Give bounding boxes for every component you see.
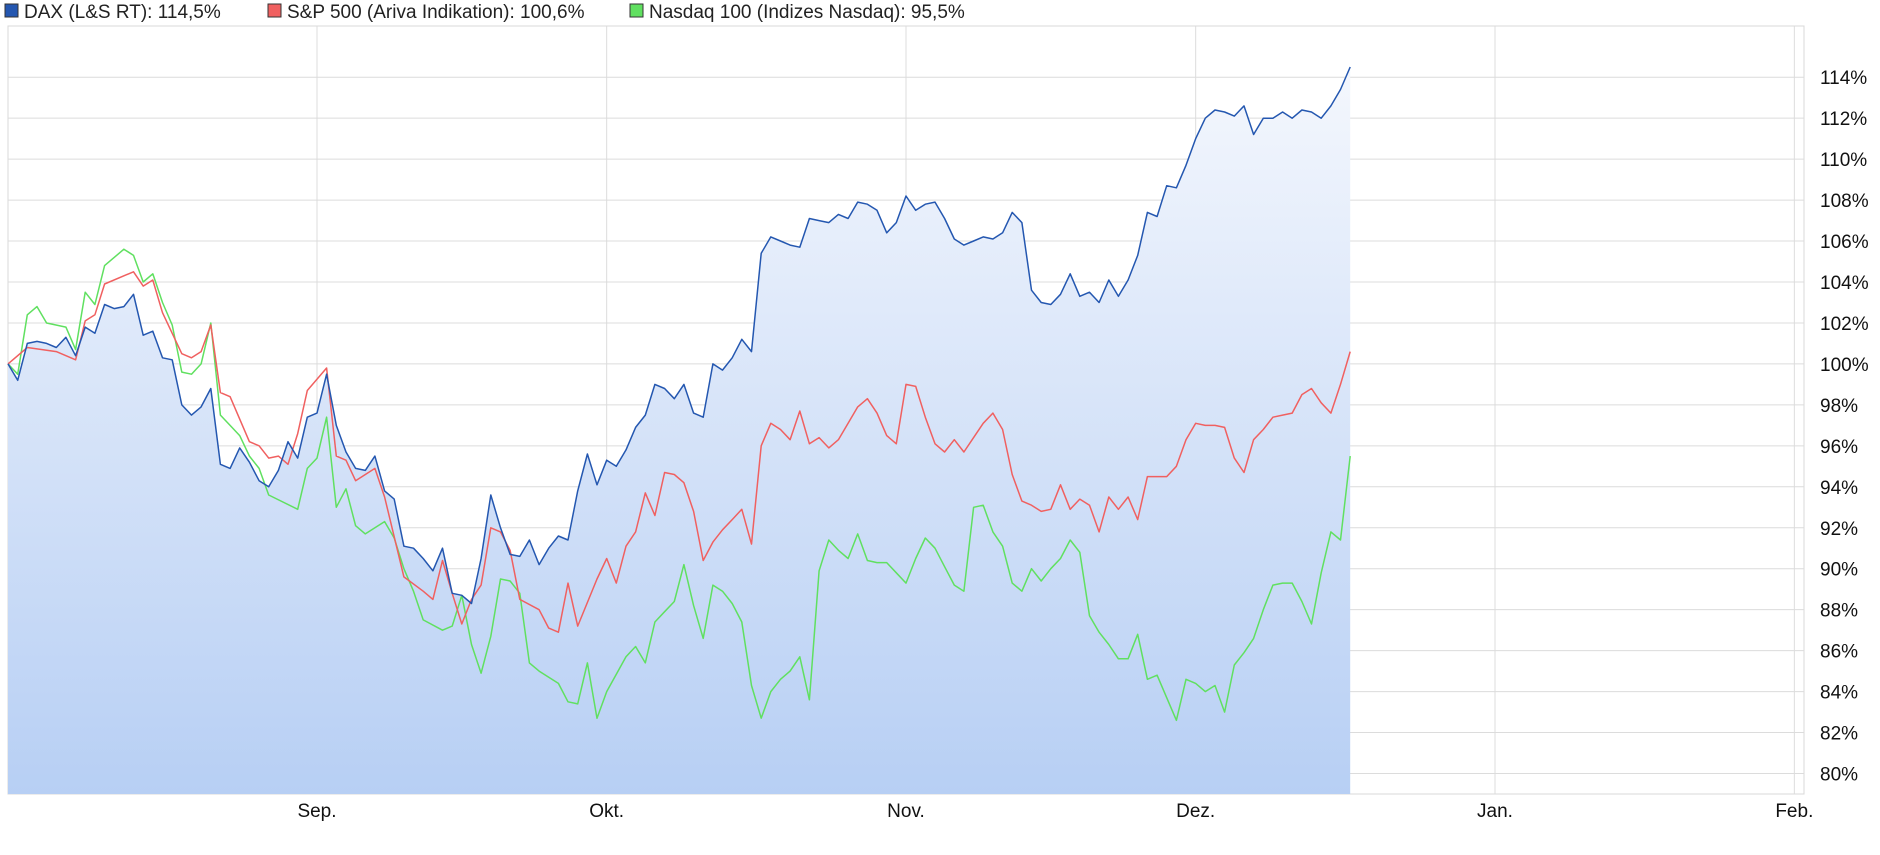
y-tick-label: 92%	[1820, 519, 1858, 540]
y-tick-label: 86%	[1820, 642, 1858, 663]
x-tick-label: Sep.	[297, 801, 336, 822]
y-tick-label: 94%	[1820, 478, 1858, 499]
series-area-0	[8, 67, 1351, 794]
y-tick-label: 96%	[1820, 437, 1858, 458]
y-tick-label: 88%	[1820, 601, 1858, 622]
x-axis-tick-labels: Sep. Okt. Nov. Dez. Jan. Feb.	[297, 801, 1813, 822]
legend-swatch-2	[629, 3, 644, 18]
y-tick-label: 110%	[1820, 150, 1867, 171]
y-tick-label: 102%	[1820, 314, 1869, 335]
y-tick-label: 112%	[1820, 109, 1867, 130]
legend-label-1[interactable]: S&P 500 (Ariva Indikation): 100,6%	[287, 2, 585, 23]
y-tick-label: 108%	[1820, 191, 1869, 212]
y-tick-label: 100%	[1820, 355, 1869, 376]
series-lines	[7, 66, 1351, 722]
x-tick-label: Okt.	[589, 801, 624, 822]
chart-legend: DAX (L&S RT): 114,5% S&P 500 (Ariva Indik…	[4, 2, 965, 23]
y-tick-label: 80%	[1820, 765, 1858, 786]
y-axis-tick-labels: 80% 82% 84% 86% 88% 90% 92% 94% 96% 98% 100% 102% 10…	[1820, 68, 1869, 785]
y-tick-label: 82%	[1820, 724, 1858, 745]
x-tick-label: Feb.	[1775, 801, 1813, 822]
series-line-1[interactable]	[7, 271, 1351, 633]
y-tick-label: 104%	[1820, 273, 1869, 294]
y-tick-label: 90%	[1820, 560, 1858, 581]
series-line-0[interactable]	[7, 66, 1351, 605]
series-line-2[interactable]	[7, 248, 1351, 722]
legend-label-0[interactable]: DAX (L&S RT): 114,5%	[24, 2, 221, 23]
area-fill-layer	[8, 67, 1351, 794]
y-tick-label: 98%	[1820, 396, 1858, 417]
y-tick-label: 106%	[1820, 232, 1869, 253]
x-tick-label: Nov.	[887, 801, 925, 822]
x-tick-label: Dez.	[1176, 801, 1215, 822]
y-tick-label: 114%	[1820, 68, 1867, 89]
legend-swatch-0	[4, 3, 19, 18]
legend-label-2[interactable]: Nasdaq 100 (Indizes Nasdaq): 95,5%	[649, 2, 965, 23]
y-tick-label: 84%	[1820, 683, 1858, 704]
x-tick-label: Jan.	[1477, 801, 1513, 822]
legend-swatch-1	[267, 3, 282, 18]
